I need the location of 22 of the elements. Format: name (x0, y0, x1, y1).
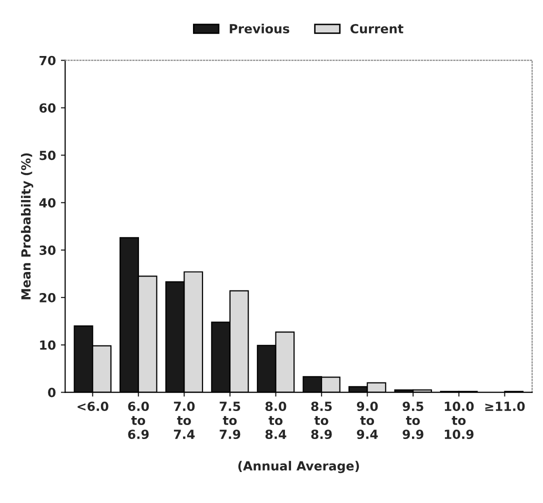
y-tick-label: 20 (40, 292, 56, 302)
x-tick-label: 10.0 to 10.9 (444, 402, 474, 440)
y-axis-title: Mean Probability (%) (20, 153, 34, 300)
x-tick-label: 7.0 to 7.4 (174, 402, 195, 439)
y-tick-label: 60 (40, 103, 56, 113)
x-tick-label: 8.0 to 8.4 (265, 402, 286, 440)
y-tick-label: 10 (40, 340, 56, 350)
x-tick-label: 9.5 to 9.9 (402, 402, 424, 440)
y-tick-label: 40 (39, 198, 56, 208)
legend-label: Previous (230, 24, 290, 34)
x-tick-label: <6.0 (78, 402, 108, 412)
x-tick-label: 6.0 to 6.9 (128, 402, 149, 440)
y-tick-label: 50 (40, 150, 56, 160)
y-tick-label: 0 (48, 388, 56, 398)
y-tick-label: 30 (40, 246, 56, 255)
x-tick-label: 9.0 to 9.4 (356, 402, 378, 440)
legend-label: Current (350, 24, 404, 34)
x-tick-label: ≥11.0 (485, 402, 525, 412)
x-tick-label: 7.5 to 7.9 (220, 402, 240, 440)
x-axis-title: (Annual Average) (238, 460, 359, 474)
x-tick-label: 8.5 to 8.9 (311, 402, 332, 440)
y-tick-label: 70 (40, 56, 56, 66)
